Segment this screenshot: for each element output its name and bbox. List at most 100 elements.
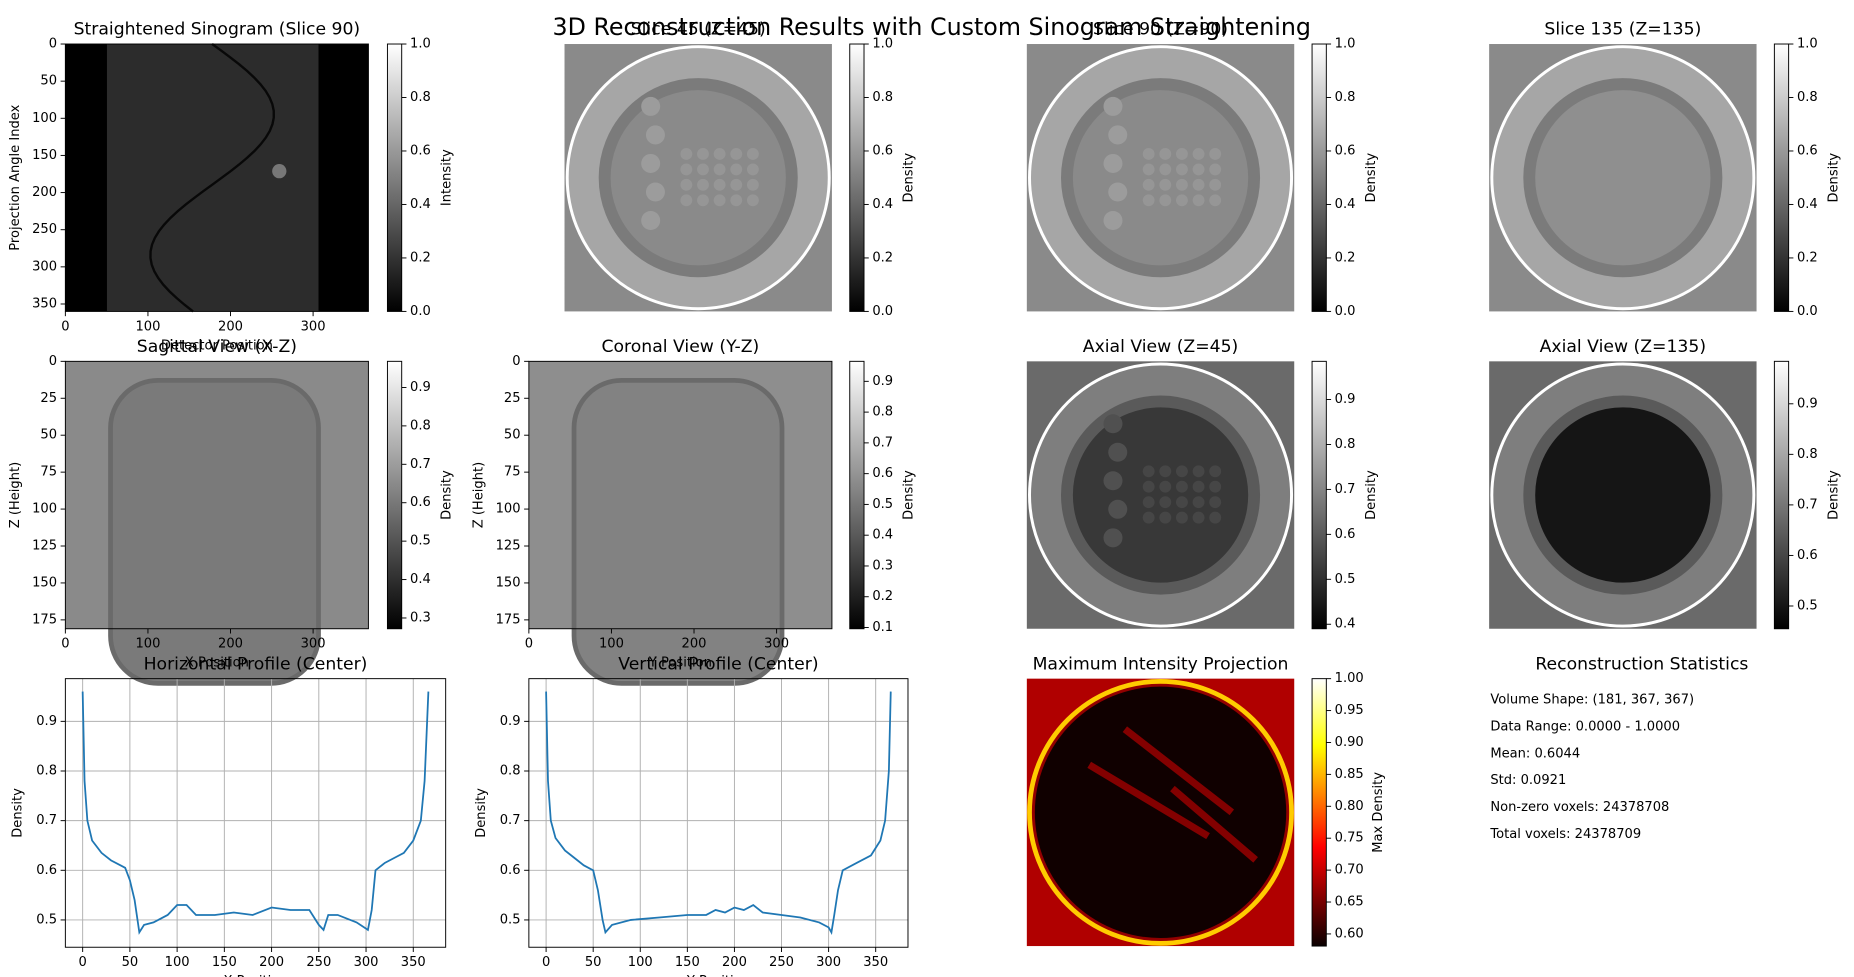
axes-frame <box>64 678 447 948</box>
image-feature <box>1192 511 1205 524</box>
image-core <box>1523 78 1723 278</box>
colorbar-tick-label: 1.0 <box>1797 37 1818 52</box>
x-tick-label: 100 <box>599 637 624 652</box>
y-tick-label: 0.7 <box>500 813 521 828</box>
colorbar-tick-label: 0.0 <box>1797 304 1818 319</box>
colorbar-tick-label: 0.9 <box>872 374 893 389</box>
x-tick-label: 200 <box>682 637 707 652</box>
colorbar-tick-label: 0.8 <box>410 90 431 105</box>
image-feature <box>730 178 743 191</box>
image-feature <box>1103 96 1123 116</box>
y-tick-label: 150 <box>496 575 521 590</box>
x-tick-label: 100 <box>135 637 160 652</box>
colorbar <box>1773 43 1790 312</box>
y-axis-label: Z (Height) <box>8 462 23 528</box>
image-inner <box>1034 686 1287 939</box>
image-feature <box>1142 163 1155 176</box>
stat-line: Total voxels: 24378709 <box>1489 827 1641 842</box>
x-axis-label: Y Position <box>648 656 712 671</box>
colorbar-tick-label: 0.1 <box>872 620 893 635</box>
stat-line: Volume Shape: (181, 367, 367) <box>1490 693 1694 708</box>
colorbar-tick-label: 0.2 <box>1335 250 1356 265</box>
panel-title: Horizontal Profile (Center) <box>144 654 368 674</box>
stat-line: Non-zero voxels: 24378708 <box>1490 800 1669 815</box>
colorbar-tick-label: 0.8 <box>872 405 893 420</box>
panel-title: Coronal View (Y-Z) <box>602 337 760 357</box>
x-tick-label: 300 <box>764 637 789 652</box>
image-feature <box>1103 471 1123 491</box>
image-core <box>598 78 798 278</box>
y-tick-label: 50 <box>40 428 57 443</box>
image-feature <box>1175 496 1188 509</box>
y-tick-label: 100 <box>32 502 57 517</box>
y-tick-label: 0.8 <box>36 763 57 778</box>
image-feature <box>697 163 709 176</box>
panel-title: Straightened Sinogram (Slice 90) <box>74 20 361 40</box>
x-tick-label: 0 <box>525 637 533 652</box>
y-tick-label: 0 <box>49 37 57 52</box>
stat-line: Std: 0.0921 <box>1490 773 1566 788</box>
colorbar-tick-label: 0.5 <box>1335 572 1356 587</box>
panel-title: Vertical Profile (Center) <box>618 654 818 674</box>
colorbar-tick-label: 0.5 <box>1797 598 1818 613</box>
image-feature <box>680 148 693 160</box>
colorbar-label: Density <box>902 470 917 520</box>
panel: Horizontal Profile (Center) 0 50 100 150 200 2… <box>10 654 447 977</box>
y-tick-label: 100 <box>32 111 57 126</box>
colorbar-label: Density <box>902 153 917 203</box>
colorbar-tick-label: 0.2 <box>1797 250 1818 265</box>
colorbar-tick-label: 0.8 <box>872 90 893 105</box>
colorbar-label: Intensity <box>439 149 454 206</box>
image-feature <box>746 163 759 176</box>
y-tick-label: 25 <box>504 391 521 406</box>
colorbar-tick-label: 0.7 <box>872 435 893 450</box>
image-feature <box>641 153 661 173</box>
colorbar-tick-label: 0.95 <box>1335 703 1364 718</box>
image-feature <box>1175 148 1188 160</box>
colorbar-tick-label: 0.7 <box>410 457 431 472</box>
colorbar <box>849 43 865 312</box>
y-tick-label: 0.6 <box>36 863 57 878</box>
x-axis-label: X Position <box>224 974 288 977</box>
image-feature <box>1209 163 1222 176</box>
panel-title: Maximum Intensity Projection <box>1033 654 1289 674</box>
colorbar-tick-label: 0.2 <box>872 589 893 604</box>
colorbar-tick-label: 1.00 <box>1335 671 1364 686</box>
colorbar-tick-label: 0.75 <box>1335 831 1364 846</box>
colorbar-tick-label: 0.0 <box>410 304 431 319</box>
y-axis-label: Z (Height) <box>471 462 486 528</box>
colorbar-tick-label: 0.6 <box>872 466 893 481</box>
x-axis-label: Y Position <box>686 974 750 977</box>
panel-title: Axial View (Z=45) <box>1083 337 1238 357</box>
axes-frame <box>528 678 909 948</box>
y-tick-label: 0.9 <box>500 714 521 729</box>
image-feature <box>713 194 726 207</box>
y-tick-label: 50 <box>504 428 521 443</box>
y-tick-label: 0.5 <box>36 912 57 927</box>
colorbar-tick-label: 0.7 <box>1335 482 1356 497</box>
colorbar-tick-label: 0.4 <box>410 197 431 212</box>
profile-line <box>545 691 892 935</box>
x-axis-label: Detector Position <box>161 338 273 353</box>
x-tick-label: 0 <box>61 319 69 334</box>
image-feature <box>1108 182 1128 202</box>
image-feature <box>730 163 743 176</box>
y-tick-label: 0 <box>512 354 520 369</box>
y-tick-label: 175 <box>496 612 521 627</box>
colorbar <box>1311 43 1327 312</box>
colorbar-tick-label: 0.3 <box>872 558 893 573</box>
panel-title: Reconstruction Statistics <box>1535 654 1748 674</box>
image-feature <box>680 163 693 176</box>
panel: Axial View (Z=45) 0.4 0.5 0.6 0.7 0.8 0.9 Densi… <box>1026 337 1379 632</box>
image-ring <box>1027 678 1294 946</box>
image-feature <box>1175 163 1188 176</box>
axes-frame <box>528 360 833 630</box>
x-tick-label: 150 <box>675 955 700 970</box>
colorbar-tick-label: 0.85 <box>1335 767 1364 782</box>
y-tick-label: 250 <box>32 222 57 237</box>
image-feature <box>1175 511 1188 524</box>
x-tick-label: 300 <box>301 319 326 334</box>
colorbar-tick-label: 0.6 <box>410 143 431 158</box>
colorbar-tick-label: 0.8 <box>410 418 431 433</box>
